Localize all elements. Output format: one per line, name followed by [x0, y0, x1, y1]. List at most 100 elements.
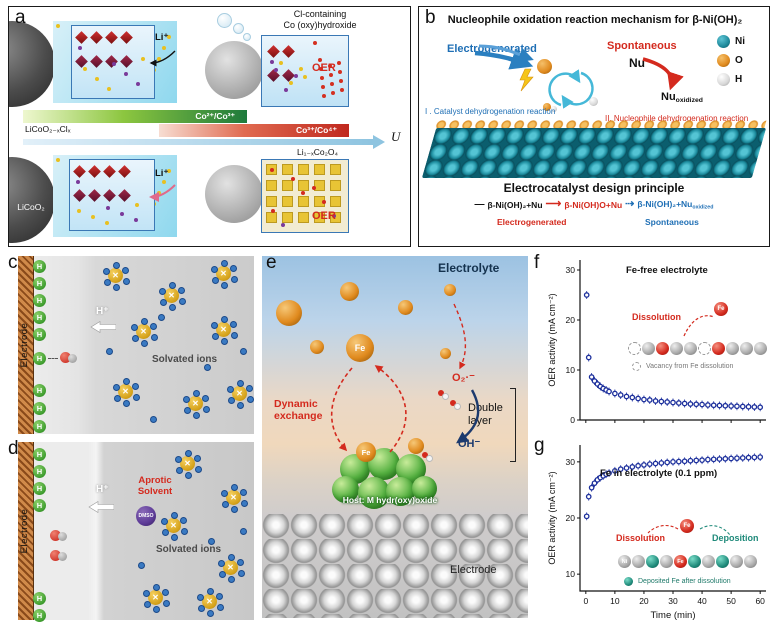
- spinel-block: [266, 180, 277, 191]
- solvated-ion: ✕: [161, 512, 188, 541]
- water-dot: [161, 517, 169, 525]
- spinel-block: [314, 164, 325, 175]
- fe-label: Fe: [361, 447, 371, 457]
- atom-dot: [134, 218, 138, 222]
- ion-cross-icon: ✕: [170, 520, 177, 530]
- fe-ion-sphere: [276, 300, 302, 326]
- water-dot: [168, 282, 176, 290]
- bubble-icon: [243, 33, 251, 41]
- ion-cross-icon: ✕: [220, 268, 227, 278]
- atom-dot: [141, 57, 145, 61]
- water-dot: [202, 395, 210, 403]
- water-dot: [170, 512, 178, 520]
- host-sphere: [412, 476, 437, 501]
- svg-text:OER activity (mA cm⁻²): OER activity (mA cm⁻²): [547, 471, 557, 564]
- ion-cross-icon: ✕: [192, 398, 199, 408]
- fe-ion-sphere: [444, 284, 456, 296]
- solvated-ion: ✕: [159, 282, 186, 311]
- solvated-ion: ✕: [143, 584, 170, 613]
- water-dot: [158, 314, 165, 321]
- water-dot: [183, 395, 191, 403]
- ion-cross-icon: ✕: [122, 386, 129, 396]
- spontaneous-top-label: Spontaneous: [607, 40, 677, 52]
- water-dot: [237, 401, 245, 409]
- water-dot: [240, 528, 247, 535]
- scheme-start: β-Ni(OH)₂+Nu: [487, 199, 543, 210]
- hydrogen-atom: H: [33, 277, 46, 290]
- water-dot: [221, 500, 229, 508]
- cycle-arrow-1: [561, 71, 594, 109]
- panel-g-label: g: [534, 435, 545, 456]
- exchange-inset: Dissolution Fe Deposition Ni Fe Deposited…: [616, 519, 770, 611]
- crystal-polyhedron: [73, 165, 86, 178]
- svg-text:20: 20: [566, 315, 576, 325]
- catalyst-sphere-row: [628, 342, 768, 360]
- electrode-strip: [18, 256, 34, 434]
- ion-dot: [291, 177, 295, 181]
- ion-cross-icon: ✕: [227, 562, 234, 572]
- spinel-block: [266, 212, 277, 223]
- adsorbed-fe-sphere: [408, 438, 424, 454]
- fe-ion-sphere: [398, 300, 413, 315]
- under-arrow-right-label: Spontaneous: [645, 217, 699, 227]
- hydrogen-atom: H: [33, 499, 46, 512]
- crystal-polyhedron: [120, 55, 133, 68]
- host-sphere: [386, 477, 415, 506]
- ni-hydroxide-slab: [421, 128, 767, 178]
- hydrogen-atom: H: [33, 592, 46, 605]
- oer-inset-top-right: OER: [261, 35, 349, 107]
- metal-site: [730, 555, 743, 568]
- o-sphere-icon: [717, 54, 730, 67]
- water-dot: [221, 489, 229, 497]
- water-dot: [184, 450, 192, 458]
- crystal-polyhedron: [88, 165, 101, 178]
- water-dot: [103, 278, 111, 286]
- water-dot: [227, 385, 235, 393]
- water-dot: [194, 455, 202, 463]
- metal-site: [632, 555, 645, 568]
- exchange-arrow-down: [330, 367, 353, 452]
- licoo2xclx-label: LiCoO₂₋ₓClₓ: [25, 124, 71, 134]
- water-dot: [162, 589, 170, 597]
- svg-text:30: 30: [668, 596, 678, 606]
- deposited-fe-site: [646, 555, 659, 568]
- solvated-ion: ✕: [227, 380, 254, 409]
- atom-dot: [112, 62, 116, 66]
- water-dot: [185, 471, 193, 479]
- atom-dot: [136, 82, 140, 86]
- water-dot: [183, 406, 191, 414]
- spinel-block: [282, 164, 293, 175]
- metal-site: [740, 342, 753, 355]
- water-dot: [122, 267, 130, 275]
- fe-ion-sphere-labeled: Fe: [346, 334, 374, 362]
- potential-axis-arrow: [23, 134, 385, 149]
- water-dot: [175, 466, 183, 474]
- water-dot: [103, 267, 111, 275]
- water-dot: [246, 396, 254, 404]
- host-sphere: [332, 476, 359, 503]
- fe-site: [656, 342, 669, 355]
- water-dot: [171, 533, 179, 541]
- electrode-vertical-label: Electrode: [19, 322, 30, 368]
- fe-label: Fe: [677, 558, 684, 565]
- layered-crystal-inset-bottom: [69, 159, 155, 231]
- atom-dot: [120, 212, 124, 216]
- solvent-molecule: [50, 550, 67, 561]
- hydrogen-bond-link: [48, 358, 58, 359]
- panel-a-label: a: [15, 7, 26, 28]
- atom-dot: [274, 68, 278, 72]
- electrode-label: Electrode: [450, 564, 497, 576]
- metal-site: [754, 342, 767, 355]
- water-dot: [122, 278, 130, 286]
- svg-text:Time (min): Time (min): [650, 610, 695, 621]
- chart-g-title: Fe in electrolyte (0.1 ppm): [600, 468, 718, 479]
- ion-dot: [332, 214, 336, 218]
- cl-caption-line2: Co (oxy)hydroxide: [283, 20, 357, 30]
- atom-dot: [279, 61, 283, 65]
- water-dot: [180, 528, 188, 536]
- oer-activity-chart-g: 10 20 30 0 10 20 30 40 50 60 Time (min) OER activit…: [547, 445, 766, 621]
- water-dot: [162, 600, 170, 608]
- water-dot: [178, 287, 186, 295]
- scatter-dot: [318, 58, 322, 62]
- oxidized-nucleophile-label: Nuoxidized: [661, 91, 703, 105]
